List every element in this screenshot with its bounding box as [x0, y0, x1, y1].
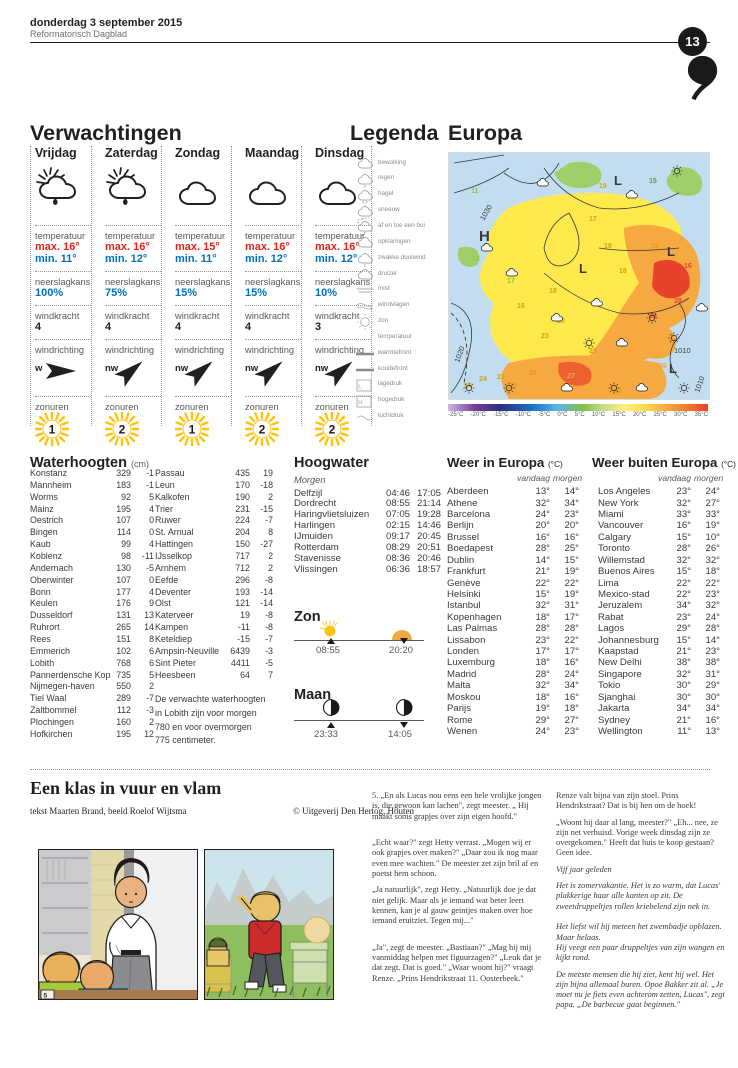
- svg-text:15: 15: [472, 256, 480, 263]
- svg-text:36: 36: [659, 363, 667, 370]
- svg-text:19: 19: [651, 243, 659, 250]
- svg-text:H: H: [358, 400, 362, 406]
- svg-text:17: 17: [507, 278, 515, 285]
- svg-text:23: 23: [589, 348, 597, 355]
- svg-text:23: 23: [497, 374, 505, 381]
- svg-text:16: 16: [684, 263, 692, 270]
- svg-text:27: 27: [567, 373, 575, 380]
- svg-text:5: 5: [44, 993, 48, 1000]
- svg-text:2: 2: [119, 423, 126, 437]
- svg-text:2: 2: [329, 423, 336, 437]
- svg-text:L: L: [579, 261, 587, 276]
- svg-text:37: 37: [554, 383, 562, 390]
- svg-text:16: 16: [517, 303, 525, 310]
- svg-text:11: 11: [471, 188, 479, 195]
- svg-text:30: 30: [544, 388, 552, 395]
- svg-text:23: 23: [541, 333, 549, 340]
- svg-text:L: L: [667, 244, 675, 259]
- svg-text:H: H: [479, 228, 490, 245]
- svg-text:nw: nw: [315, 363, 329, 374]
- svg-text:1: 1: [189, 423, 196, 437]
- svg-text:31: 31: [579, 388, 587, 395]
- svg-text:34: 34: [604, 368, 612, 375]
- svg-text:18: 18: [549, 288, 557, 295]
- svg-text:L: L: [358, 384, 362, 390]
- svg-text:nw: nw: [175, 363, 189, 374]
- svg-text:24: 24: [479, 376, 487, 383]
- svg-text:nw: nw: [245, 363, 259, 374]
- svg-text:17: 17: [589, 216, 597, 223]
- svg-text:35: 35: [629, 338, 637, 345]
- svg-text:nw: nw: [105, 363, 119, 374]
- svg-text:15: 15: [649, 178, 657, 185]
- svg-text:L: L: [669, 361, 677, 376]
- svg-text:w: w: [35, 363, 43, 374]
- svg-text:26: 26: [529, 370, 537, 377]
- svg-text:L: L: [614, 173, 622, 188]
- svg-text:20: 20: [661, 278, 669, 285]
- svg-text:18: 18: [604, 243, 612, 250]
- svg-text:18: 18: [619, 268, 627, 275]
- svg-text:2: 2: [259, 423, 266, 437]
- svg-text:19: 19: [599, 183, 607, 190]
- svg-text:28: 28: [674, 298, 682, 305]
- svg-text:1: 1: [49, 423, 56, 437]
- svg-text:1010: 1010: [674, 346, 691, 355]
- svg-text:43: 43: [614, 388, 622, 395]
